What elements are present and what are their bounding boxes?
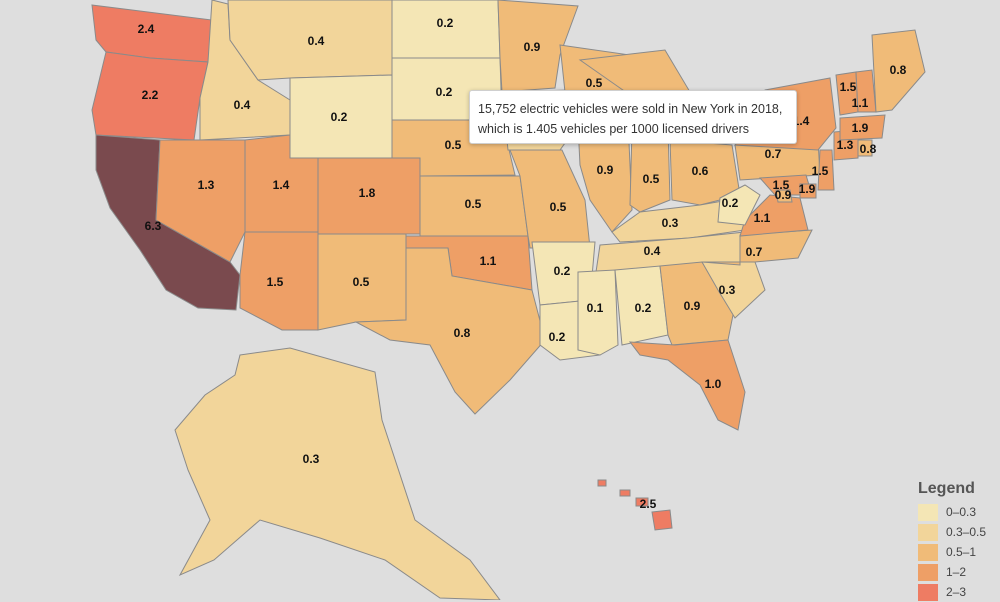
state-value-label-ne: 0.5 — [445, 138, 462, 152]
state-de[interactable] — [775, 189, 793, 203]
legend-label: 1–2 — [946, 565, 967, 579]
state-tooltip: 15,752 electric vehicles were sold in Ne… — [469, 90, 797, 144]
state-or[interactable] — [91, 51, 209, 141]
state-ri[interactable] — [857, 139, 873, 157]
tooltip-line-2: which is 1.405 vehicles per 1000 license… — [478, 122, 749, 136]
state-value-label-va: 1.1 — [754, 211, 771, 225]
legend-item: 2–3 — [918, 582, 998, 602]
state-value-label-ga: 0.9 — [684, 299, 701, 313]
state-tx[interactable] — [354, 247, 546, 415]
state-value-label-wy: 0.2 — [331, 110, 348, 124]
state-value-label-mo: 0.5 — [550, 200, 567, 214]
state-ma[interactable] — [839, 114, 886, 141]
state-value-label-or: 2.2 — [142, 88, 159, 102]
tooltip-line-1: 15,752 electric vehicles were sold in Ne… — [478, 102, 783, 116]
legend-label: 0–0.3 — [946, 505, 977, 519]
state-ms[interactable] — [577, 269, 619, 356]
state-value-label-la: 0.2 — [549, 330, 566, 344]
state-value-label-ms: 0.1 — [587, 301, 604, 315]
state-value-label-id: 0.4 — [234, 98, 251, 112]
state-value-label-az: 1.5 — [267, 275, 284, 289]
state-value-label-pa: 0.7 — [765, 147, 782, 161]
state-value-label-ky: 0.3 — [662, 216, 679, 230]
state-value-label-tx: 0.8 — [454, 326, 471, 340]
state-value-label-nc: 0.7 — [746, 245, 763, 259]
state-nv[interactable] — [155, 139, 246, 263]
state-value-label-dc: 1.9 — [799, 182, 816, 196]
legend-label: 0.5–1 — [946, 545, 977, 559]
state-value-label-ak: 0.3 — [303, 452, 320, 466]
state-value-label-ut: 1.4 — [273, 178, 290, 192]
state-value-label-oh: 0.6 — [692, 164, 709, 178]
state-value-label-sd: 0.2 — [436, 85, 453, 99]
legend-label: 0.3–0.5 — [946, 525, 987, 539]
state-value-label-nd: 0.2 — [437, 16, 454, 30]
state-mn[interactable] — [497, 0, 579, 93]
state-value-label-in: 0.5 — [643, 172, 660, 186]
legend-swatch — [918, 563, 938, 581]
state-value-label-md: 1.5 — [773, 178, 790, 192]
legend-swatch — [918, 583, 938, 601]
state-value-label-wa: 2.4 — [138, 22, 155, 36]
legend-item: 0.5–1 — [918, 542, 998, 562]
state-value-label-nm: 0.5 — [353, 275, 370, 289]
state-value-label-wv: 0.2 — [722, 196, 739, 210]
legend-title: Legend — [918, 480, 975, 497]
state-value-label-mn: 0.9 — [524, 40, 541, 54]
state-value-label-il: 0.9 — [597, 163, 614, 177]
state-value-label-ri: 0.8 — [860, 142, 877, 156]
state-value-label-de: 0.9 — [775, 188, 792, 202]
state-value-label-mt: 0.4 — [308, 34, 325, 48]
state-value-label-fl: 1.0 — [705, 377, 722, 391]
legend-swatch — [918, 543, 938, 561]
legend-swatch — [918, 503, 938, 521]
state-value-label-hi: 2.5 — [640, 497, 657, 511]
state-me[interactable] — [871, 29, 926, 113]
state-value-label-nh: 1.1 — [852, 96, 869, 110]
state-nc[interactable] — [701, 229, 813, 266]
state-value-label-ok: 1.1 — [480, 254, 497, 268]
state-value-label-ca: 6.3 — [145, 219, 162, 233]
state-value-label-wi: 0.5 — [586, 76, 603, 90]
state-value-label-sc: 0.3 — [719, 283, 736, 297]
legend-item: 1–2 — [918, 562, 998, 582]
state-value-label-me: 0.8 — [890, 63, 907, 77]
state-value-label-ar: 0.2 — [554, 264, 571, 278]
state-dc[interactable] — [799, 183, 817, 199]
state-hi[interactable] — [597, 479, 673, 531]
legend: Legend 0–0.3 0.3–0.5 0.5–1 1–2 2–3 — [918, 480, 998, 602]
state-value-label-ks: 0.5 — [465, 197, 482, 211]
state-value-label-ct: 1.3 — [837, 138, 854, 152]
legend-swatch — [918, 523, 938, 541]
state-value-label-ma: 1.9 — [852, 121, 869, 135]
state-value-label-co: 1.8 — [359, 186, 376, 200]
state-value-label-nj: 1.5 — [812, 164, 829, 178]
state-fl[interactable] — [628, 339, 746, 431]
state-nj[interactable] — [817, 149, 835, 191]
legend-item: 0.3–0.5 — [918, 522, 998, 542]
state-value-label-al: 0.2 — [635, 301, 652, 315]
state-ak[interactable] — [174, 347, 501, 600]
state-va[interactable] — [739, 194, 809, 237]
state-value-label-vt: 1.5 — [840, 80, 857, 94]
legend-label: 2–3 — [946, 585, 967, 599]
legend-item: 0–0.3 — [918, 502, 998, 522]
state-value-label-nv: 1.3 — [198, 178, 215, 192]
state-wv[interactable] — [717, 184, 761, 226]
state-value-label-tn: 0.4 — [644, 244, 661, 258]
